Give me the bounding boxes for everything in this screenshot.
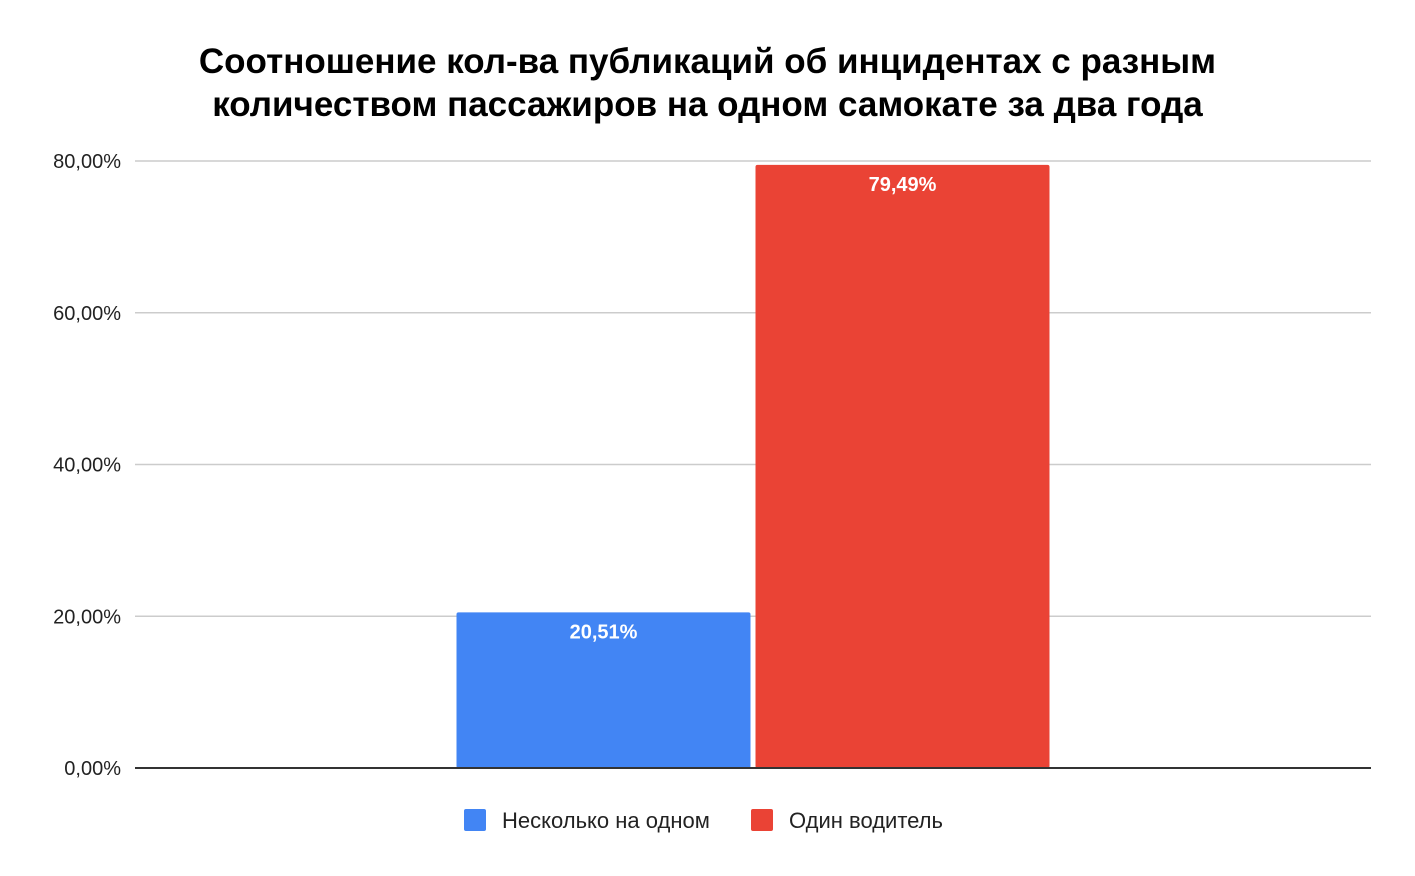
chart-title-line-1: Соотношение кол-ва публикаций об инциден… [198,42,1217,81]
legend-label: Несколько на одном [502,808,710,833]
chart-title-line-2: количеством пассажиров на одном самокате… [212,85,1203,124]
y-tick-label: 80,00% [53,151,121,173]
axes: 0,00% 20,00% 40,00% 60,00% 80,00% [53,151,1371,780]
chart-title: Соотношение кол-ва публикаций об инциден… [0,40,1415,126]
legend-swatch [751,809,773,831]
legend: Несколько на одном Один водитель [464,808,943,833]
legend-label: Один водитель [789,808,943,833]
y-tick-label: 60,00% [53,303,121,325]
bars: 20,51% 79,49% [456,164,1050,768]
bar [755,164,1050,768]
y-tick-label: 20,00% [53,606,121,628]
data-label: 20,51% [570,621,638,643]
gridlines [135,160,1371,617]
bar [456,612,751,768]
y-tick-label: 0,00% [64,758,121,780]
legend-swatch [464,809,486,831]
data-label: 79,49% [869,174,937,196]
y-tick-label: 40,00% [53,455,121,477]
